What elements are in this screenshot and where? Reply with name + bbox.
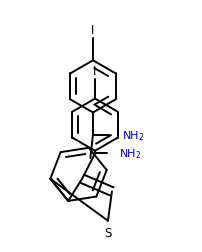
Text: S: S bbox=[104, 226, 112, 239]
Text: I: I bbox=[93, 65, 97, 78]
Text: I: I bbox=[91, 24, 95, 37]
Text: NH$_2$: NH$_2$ bbox=[122, 128, 144, 142]
Text: NH$_2$: NH$_2$ bbox=[119, 147, 141, 161]
